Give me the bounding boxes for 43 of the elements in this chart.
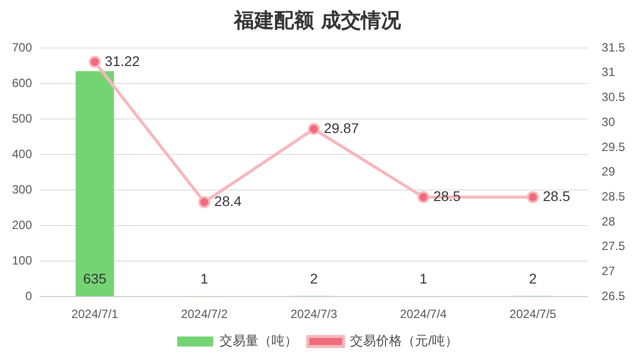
data-label: 28.5 <box>433 188 461 204</box>
data-label: 1 <box>419 270 428 286</box>
y-tick-label: 600 <box>12 76 32 90</box>
y-tick-label: 500 <box>12 111 32 126</box>
x-tick-label: 2024/7/3 <box>290 307 338 322</box>
data-label: 635 <box>83 270 107 286</box>
y2-tick-label: 29 <box>602 164 616 179</box>
x-tick-label: 2024/7/1 <box>71 307 118 322</box>
y2-tick-label: 26.5 <box>602 288 626 303</box>
data-label: 2 <box>310 270 318 286</box>
data-label: 2 <box>528 270 537 286</box>
y2-tick-label: 28 <box>602 214 616 228</box>
y2-tick-label: 27 <box>602 264 616 278</box>
y2-tick-label: 31 <box>602 65 616 80</box>
x-tick-label: 2024/7/2 <box>180 307 228 322</box>
y2-tick-label: 27.5 <box>602 239 626 254</box>
legend-label: 交易量（吨） <box>220 333 298 348</box>
y2-tick-label: 29.5 <box>602 140 626 154</box>
data-label: 31.22 <box>104 52 140 69</box>
data-label: 29.87 <box>324 120 360 136</box>
y-tick-label: 0 <box>25 288 32 303</box>
y-tick-label: 400 <box>12 146 32 161</box>
y2-tick-label: 28.5 <box>602 189 626 204</box>
point <box>526 191 539 204</box>
point <box>417 191 430 204</box>
point <box>88 56 101 68</box>
data-label: 1 <box>200 270 208 286</box>
data-label: 28.5 <box>542 188 570 204</box>
y2-tick-label: 30.5 <box>602 90 626 104</box>
point <box>308 123 320 136</box>
x-tick-label: 2024/7/4 <box>400 307 448 322</box>
bar <box>76 71 114 296</box>
point <box>198 196 210 208</box>
y-tick-label: 700 <box>12 40 32 54</box>
chart-title: 福建配额 成交情况 <box>233 8 402 32</box>
y-tick-label: 300 <box>12 182 32 196</box>
y2-tick-label: 31.5 <box>602 40 626 54</box>
y2-tick-label: 30 <box>602 114 616 129</box>
y-tick-label: 100 <box>12 253 32 268</box>
x-tick-label: 2024/7/5 <box>510 307 557 322</box>
data-label: 28.4 <box>214 192 242 209</box>
y-tick-label: 200 <box>12 218 32 232</box>
legend-label: 交易价格（元/吨） <box>350 333 458 348</box>
